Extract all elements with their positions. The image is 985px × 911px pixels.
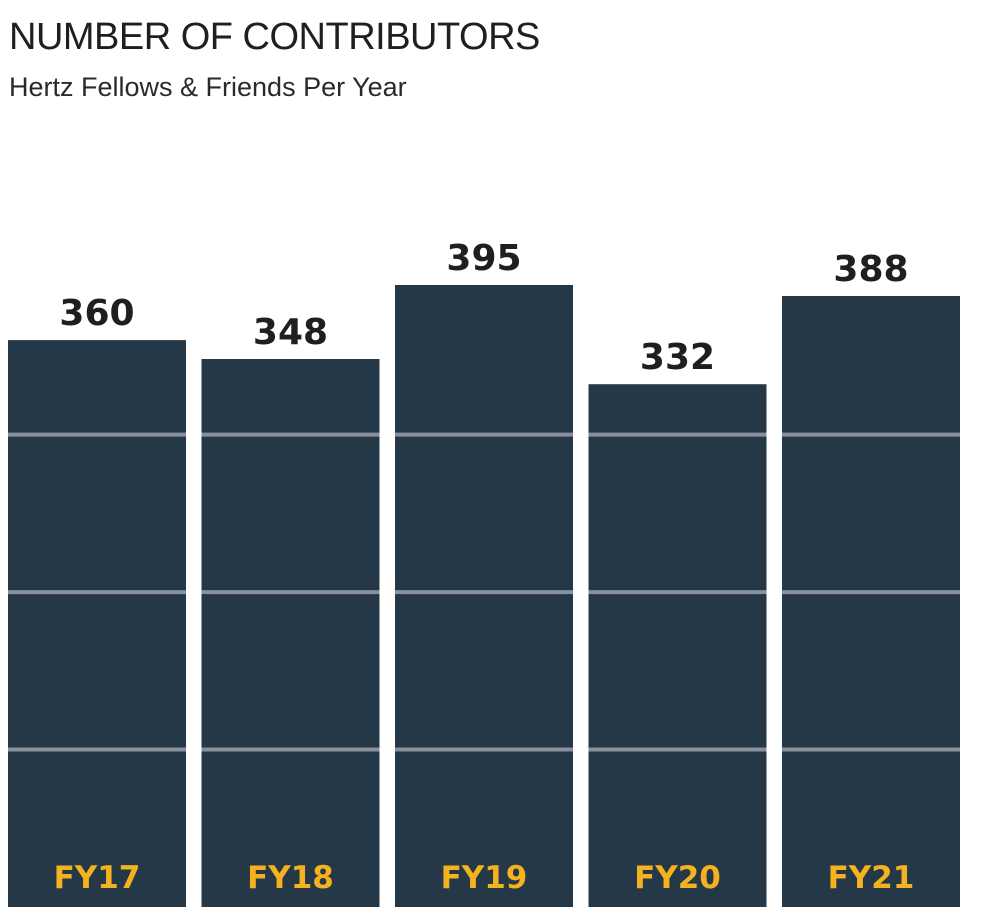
value-label: 348 <box>253 312 328 353</box>
category-label: FY19 <box>441 860 528 896</box>
bar-fy19 <box>395 285 573 907</box>
bar-fy18 <box>201 359 380 907</box>
category-label: FY20 <box>634 860 721 896</box>
value-label: 360 <box>59 293 134 334</box>
chart-title: NUMBER OF CONTRIBUTORS <box>9 16 540 58</box>
value-label: 395 <box>446 238 521 279</box>
chart-subtitle: Hertz Fellows & Friends Per Year <box>9 72 407 102</box>
value-label: 388 <box>833 249 908 290</box>
gridlines-layer <box>8 432 960 752</box>
value-label: 332 <box>640 337 715 378</box>
bar-fy17 <box>8 340 186 908</box>
bar-fy21 <box>782 296 960 907</box>
category-label: FY21 <box>828 860 915 896</box>
category-label: FY18 <box>247 860 334 896</box>
labels-layer: 360 FY17 348 FY18 395 FY19 332 FY20 388 FY21 <box>54 238 915 896</box>
bar-fy20 <box>588 384 767 907</box>
category-label: FY17 <box>54 860 141 896</box>
bars-layer <box>8 285 960 908</box>
